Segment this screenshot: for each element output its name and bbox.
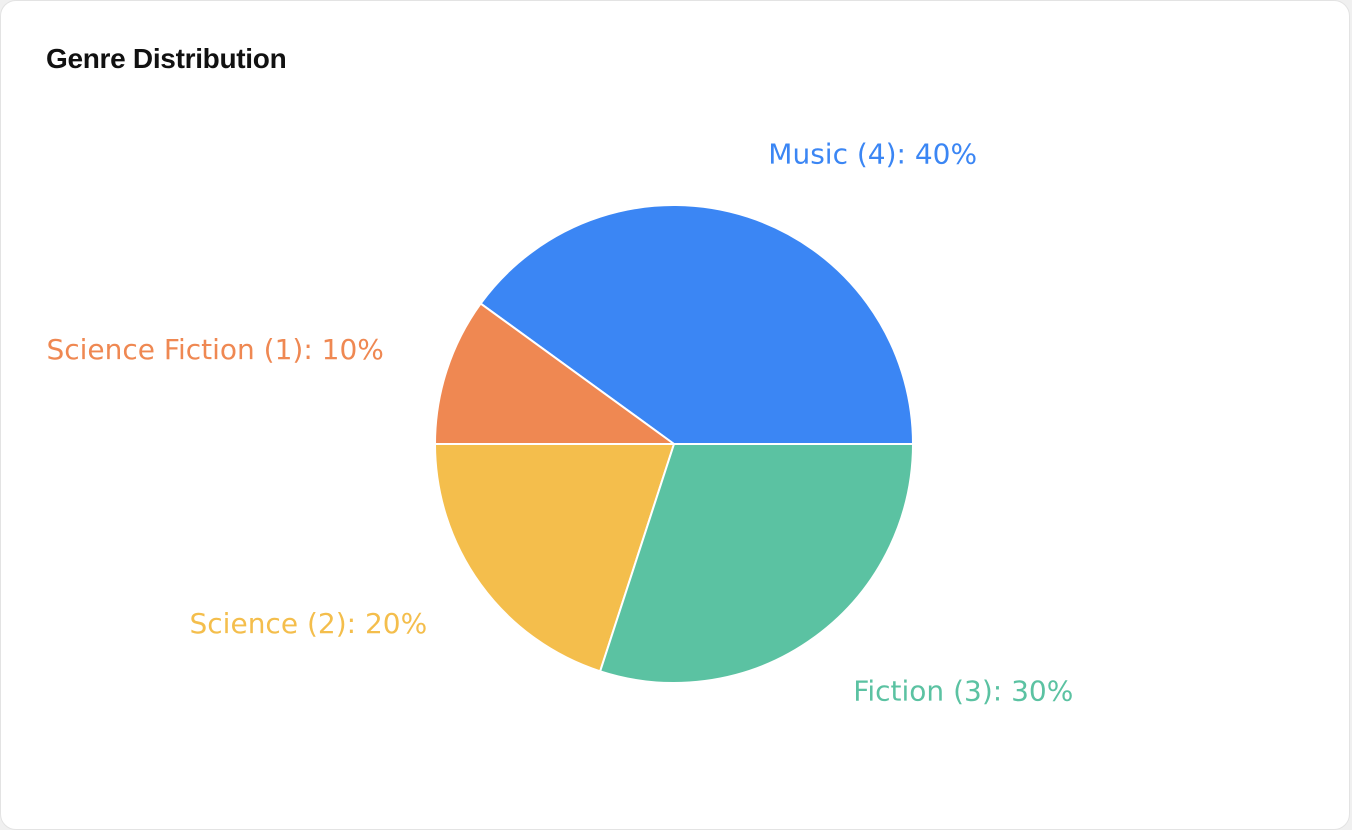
slice-label-science: Science (2): 20%	[190, 607, 428, 640]
pie-slices	[433, 204, 915, 684]
slice-label-science-fiction: Science Fiction (1): 10%	[46, 333, 383, 366]
slice-label-music: Music (4): 40%	[768, 137, 977, 170]
slice-label-fiction: Fiction (3): 30%	[853, 674, 1073, 707]
pie-labels: Music (4): 40% Science Fiction (1): 10% Sc…	[46, 137, 1073, 707]
pie-slice-music[interactable]	[479, 204, 915, 445]
chart-title: Genre Distribution	[46, 43, 287, 74]
pie-chart: Music (4): 40% Science Fiction (1): 10% Sc…	[46, 137, 1073, 707]
pie-slice-science-fiction[interactable]	[433, 302, 678, 445]
pie-slice-science[interactable]	[433, 443, 676, 673]
pie-slice-fiction[interactable]	[598, 443, 915, 684]
